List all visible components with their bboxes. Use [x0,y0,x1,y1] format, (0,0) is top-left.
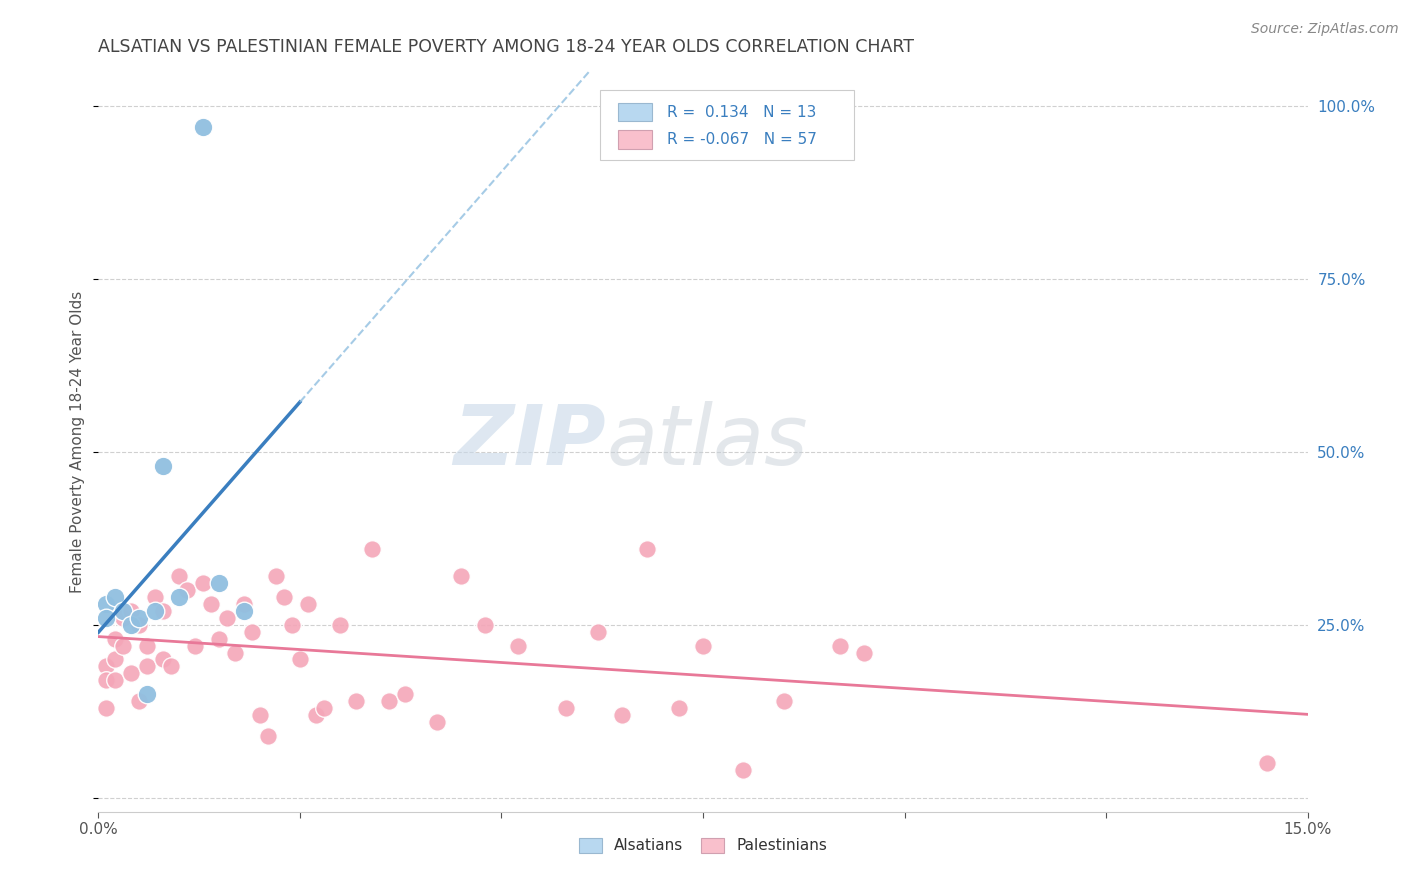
Point [256,729,278,743]
Text: ZIP: ZIP [454,401,606,482]
Text: R = -0.067   N = 57: R = -0.067 N = 57 [666,132,817,147]
Point [135,659,157,673]
Point [377,694,399,708]
Point [668,701,690,715]
Point [111,639,134,653]
Point [96,701,118,715]
Y-axis label: Female Poverty Among 18-24 Year Olds: Female Poverty Among 18-24 Year Olds [70,291,86,592]
Point [167,591,190,605]
Point [200,597,222,611]
Point [474,618,496,632]
FancyBboxPatch shape [619,130,652,149]
Point [828,639,851,653]
Point [232,597,254,611]
Point [96,673,118,688]
Point [135,687,157,701]
Point [128,618,150,632]
Point [152,604,174,618]
Point [450,569,472,583]
Legend: Alsatians, Palestinians: Alsatians, Palestinians [572,831,834,860]
Point [297,597,319,611]
Point [281,618,304,632]
Point [120,604,142,618]
Point [612,707,634,722]
Point [120,666,142,681]
Point [120,618,142,632]
Point [193,120,215,134]
Point [1256,756,1278,771]
Point [344,694,367,708]
FancyBboxPatch shape [619,103,652,121]
Point [361,541,384,556]
Point [111,604,134,618]
Point [103,652,125,666]
Point [111,611,134,625]
Text: ALSATIAN VS PALESTINIAN FEMALE POVERTY AMONG 18-24 YEAR OLDS CORRELATION CHART: ALSATIAN VS PALESTINIAN FEMALE POVERTY A… [98,38,914,56]
Point [586,624,609,639]
Point [555,701,578,715]
Point [208,632,231,646]
Text: Source: ZipAtlas.com: Source: ZipAtlas.com [1251,22,1399,37]
Point [426,714,449,729]
Point [135,639,157,653]
Point [264,569,287,583]
Point [128,611,150,625]
Point [733,763,755,777]
Point [143,604,166,618]
Point [193,576,215,591]
Point [240,624,263,639]
Point [184,639,207,653]
Point [853,646,876,660]
Point [329,618,352,632]
Text: atlas: atlas [606,401,808,482]
Point [160,659,183,673]
Point [249,707,271,722]
Point [217,611,239,625]
FancyBboxPatch shape [600,90,855,161]
Point [96,611,118,625]
Text: R =  0.134   N = 13: R = 0.134 N = 13 [666,104,815,120]
Point [167,569,190,583]
Point [176,583,198,598]
Point [394,687,416,701]
Point [772,694,794,708]
Point [314,701,336,715]
Point [152,458,174,473]
Point [692,639,714,653]
Point [288,652,311,666]
Point [273,591,295,605]
Point [96,659,118,673]
Point [103,632,125,646]
Point [152,652,174,666]
Point [208,576,231,591]
Point [128,694,150,708]
Point [224,646,246,660]
Point [636,541,658,556]
Point [96,597,118,611]
Point [305,707,328,722]
Point [143,591,166,605]
Point [506,639,529,653]
Point [103,591,125,605]
Point [232,604,254,618]
Point [103,673,125,688]
